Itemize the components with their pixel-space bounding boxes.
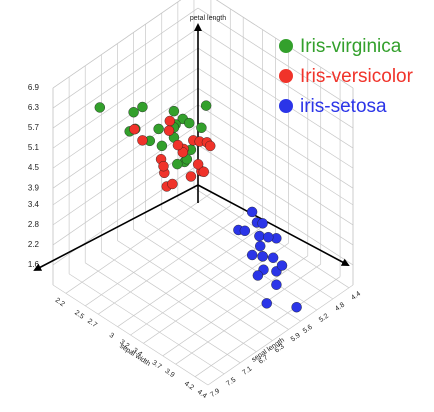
y-tick-label: 4.2	[183, 380, 195, 391]
legend-marker	[279, 69, 293, 83]
point	[271, 279, 282, 290]
legend-text: Iris-versicolor	[300, 66, 414, 87]
grid-line	[52, 7, 199, 109]
x-tick-label: 6.3	[274, 343, 286, 354]
y-tick-label: 2.7	[86, 318, 98, 329]
grid-line	[130, 234, 276, 336]
x-tick-label: 5.2	[318, 313, 330, 324]
grid-line	[117, 226, 263, 327]
z-axis-label: petal length	[190, 15, 226, 22]
point	[198, 166, 209, 177]
point	[246, 249, 258, 261]
y-tick-label: 3.7	[151, 359, 163, 370]
z-tick-label: 6.9	[28, 83, 40, 92]
point	[172, 158, 183, 170]
point	[164, 115, 176, 127]
y-tick-label: 2.2	[54, 297, 66, 308]
y-tick-label: 2.5	[73, 309, 85, 320]
x-tick-label: 7.1	[241, 365, 253, 376]
point	[158, 160, 169, 172]
x-tick-label: 5.9	[290, 332, 302, 343]
point	[156, 140, 168, 152]
legend: Iris-virginica Iris-versicolor iris-setosa	[279, 36, 414, 117]
grid-layer	[52, 0, 354, 386]
z-tick-label: 5.1	[28, 143, 40, 152]
legend-marker	[279, 99, 293, 113]
point	[185, 171, 197, 182]
grid-line	[194, 276, 341, 377]
point	[94, 102, 106, 113]
x-tick-label: 7.5	[225, 376, 237, 387]
point	[129, 124, 140, 135]
x-tick-label: 4.4	[350, 290, 362, 301]
axis-arrow	[197, 184, 350, 266]
point	[184, 117, 195, 129]
z-tick-label: 2.2	[28, 240, 40, 249]
grid-line	[52, 87, 199, 189]
grid-line	[52, 47, 199, 149]
grid-line	[175, 263, 321, 365]
grid-line	[52, 0, 182, 89]
point	[172, 139, 184, 151]
y-tick-label: 3.9	[164, 368, 176, 379]
point	[168, 105, 180, 117]
point	[246, 206, 258, 218]
axis-arrow	[33, 184, 199, 271]
point	[263, 231, 274, 243]
point-layer	[94, 100, 302, 313]
z-tick-label: 3.4	[28, 200, 40, 209]
point	[205, 140, 216, 152]
wall-edge	[215, 0, 354, 89]
x-tick-label: 7.9	[209, 388, 221, 399]
y-tick-label: 3	[108, 332, 115, 340]
point	[252, 270, 264, 281]
point	[177, 147, 188, 158]
point	[200, 100, 212, 111]
point	[167, 178, 178, 190]
point	[128, 107, 139, 118]
point	[137, 135, 148, 146]
x-tick-label: 6.7	[258, 354, 270, 365]
z-tick-label: 4.5	[28, 163, 40, 172]
z-tick-label: 3.9	[28, 183, 40, 192]
grid-line	[207, 284, 354, 386]
legend-text: Iris-virginica	[300, 36, 402, 57]
point	[276, 260, 288, 271]
z-tick-label: 6.3	[28, 103, 40, 112]
z-tick-label: 2.8	[28, 220, 40, 229]
point	[257, 218, 268, 229]
legend-marker	[279, 39, 293, 53]
grid-line	[65, 193, 212, 294]
grid-line	[52, 67, 199, 169]
point	[267, 252, 279, 263]
legend-text: iris-setosa	[300, 96, 387, 117]
point	[153, 123, 164, 135]
point	[261, 298, 272, 309]
grid-line	[85, 205, 231, 307]
grid-line	[162, 255, 308, 357]
x-tick-label: 5.6	[302, 324, 314, 335]
point	[255, 240, 266, 252]
point	[254, 230, 265, 242]
z-tick-label: 5.7	[28, 123, 40, 132]
wall-edge	[52, 0, 182, 89]
grid-line	[52, 27, 199, 129]
y-tick-label: 3.2	[118, 339, 130, 350]
point	[137, 101, 148, 113]
y-tick-label: 3.4	[131, 347, 143, 358]
point	[196, 122, 207, 133]
point	[192, 159, 204, 170]
x-tick-label: 4.8	[334, 301, 346, 312]
point	[291, 301, 302, 313]
point	[257, 251, 268, 262]
point	[163, 125, 175, 136]
point	[239, 225, 251, 237]
y-tick-label: 4.4	[196, 389, 208, 400]
grid-line	[98, 213, 244, 315]
